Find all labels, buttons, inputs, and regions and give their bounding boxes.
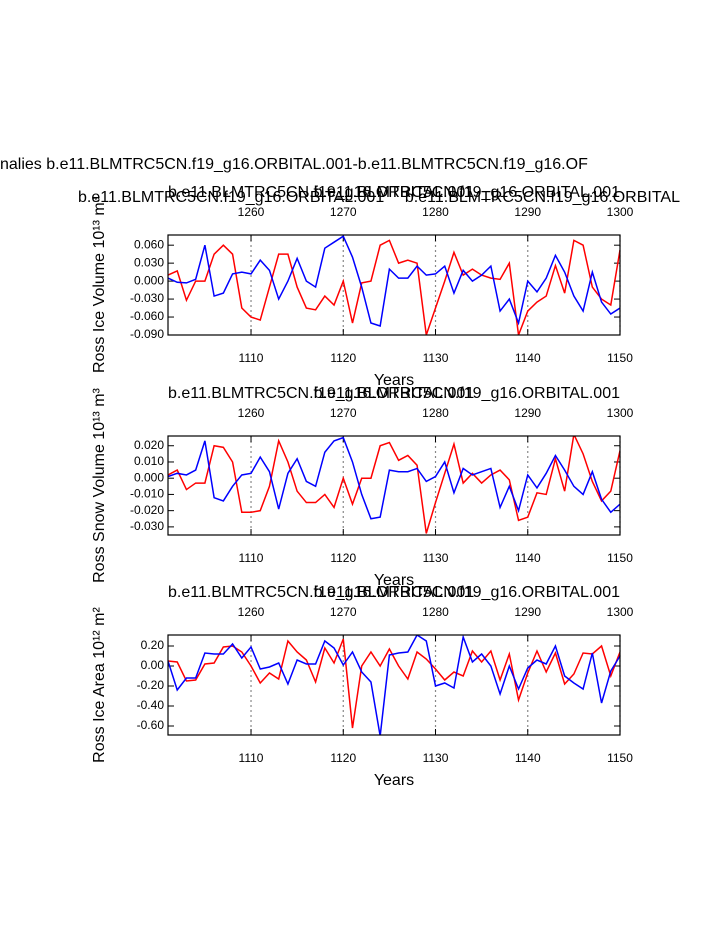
x2-tick-label: 1290	[514, 605, 541, 619]
x-tick-label: 1150	[607, 351, 633, 365]
series-line	[168, 436, 620, 534]
y-tick-label: 0.020	[134, 438, 164, 452]
y-tick-label: -0.030	[130, 291, 164, 305]
plot-frame	[167, 234, 621, 336]
y-tick-label: -0.40	[137, 698, 165, 712]
x2-tick-label: 1300	[607, 205, 634, 219]
figure-subtitle-left: b.e11.BLMTRC5CN.f19_g16.ORBITAL.001	[78, 189, 384, 206]
x2-tick-label: 1290	[514, 406, 541, 420]
x2-tick-label: 1260	[238, 605, 265, 619]
x-axis-label: Years	[374, 372, 414, 389]
x2-tick-label: 1300	[607, 605, 634, 619]
x-tick-label: 1140	[515, 351, 541, 365]
x2-tick-label: 1260	[238, 205, 265, 219]
y-tick-label: 0.060	[134, 237, 164, 251]
x-tick-label: 1110	[239, 751, 264, 765]
series-title: b.e11.BLMTRC5CN.f19_g16.ORBITAL.001	[314, 385, 620, 402]
x2-tick-label: 1280	[422, 205, 449, 219]
x-tick-label: 1130	[423, 751, 449, 765]
y-tick-label: -0.060	[130, 309, 164, 323]
x2-tick-label: 1300	[607, 406, 634, 420]
y-tick-label: -0.20	[137, 678, 165, 692]
y-axis-label: Ross Ice Area 10¹² m²	[91, 607, 108, 763]
y-tick-label: -0.090	[130, 327, 164, 341]
x-tick-label: 1130	[423, 551, 449, 565]
x2-tick-label: 1280	[422, 406, 449, 420]
y-axis-label: Ross Snow Volume 10¹³ m³	[91, 387, 108, 582]
y-tick-label: -0.010	[130, 487, 164, 501]
x-tick-label: 1140	[515, 551, 541, 565]
x2-tick-label: 1280	[422, 605, 449, 619]
x-tick-label: 1110	[239, 351, 264, 365]
x2-tick-label: 1270	[330, 406, 357, 420]
series-line	[168, 235, 620, 328]
y-tick-label: -0.030	[130, 519, 164, 533]
plot-frame	[167, 634, 621, 736]
x-tick-label: 1150	[607, 751, 633, 765]
series-line	[168, 239, 620, 335]
x-tick-label: 1140	[515, 751, 541, 765]
x-tick-label: 1120	[330, 351, 356, 365]
figure-title: nalies b.e11.BLMTRC5CN.f19_g16.ORBITAL.0…	[0, 156, 588, 173]
x-axis-label: Years	[374, 572, 414, 589]
figure-subtitle-right: b.e11.BLMTRC5CN.f19_g16.ORBITAL	[405, 189, 680, 206]
series-title: b.e11.BLMTRC5CN.f19_g16.ORBITAL.001	[314, 184, 620, 201]
series-line	[168, 638, 620, 729]
x-tick-label: 1120	[330, 551, 356, 565]
y-tick-label: -0.60	[137, 718, 165, 732]
y-tick-label: 0.000	[134, 470, 164, 484]
series-title: b.e11.BLMTRC5CN.f19_g16.ORBITAL.001	[314, 584, 620, 601]
x-tick-label: 1110	[239, 551, 264, 565]
y-tick-label: 0.030	[134, 255, 164, 269]
x-tick-label: 1130	[423, 351, 449, 365]
x2-tick-label: 1260	[238, 406, 265, 420]
y-tick-label: -0.020	[130, 503, 164, 517]
series-line	[168, 436, 620, 520]
plot-frame	[167, 435, 621, 536]
series-title: b.e11.BLMTRC5CN.f19_g16.ORBITAL.001	[168, 584, 474, 601]
x2-tick-label: 1270	[330, 605, 357, 619]
series-line	[168, 635, 620, 735]
series-title: b.e11.BLMTRC5CN.f19_g16.ORBITAL.001	[168, 184, 474, 201]
y-axis-label: Ross Ice Volume 10¹³ m³	[91, 196, 108, 373]
y-tick-label: 0.20	[141, 638, 165, 652]
y-tick-label: 0.000	[134, 273, 164, 287]
y-tick-label: 0.010	[134, 454, 164, 468]
x2-tick-label: 1290	[514, 205, 541, 219]
x-tick-label: 1120	[330, 751, 356, 765]
x-tick-label: 1150	[607, 551, 633, 565]
x-axis-label: Years	[374, 772, 414, 789]
series-title: b.e11.BLMTRC5CN.f19_g16.ORBITAL.001	[168, 385, 474, 402]
x2-tick-label: 1270	[330, 205, 357, 219]
y-tick-label: 0.00	[141, 658, 165, 672]
